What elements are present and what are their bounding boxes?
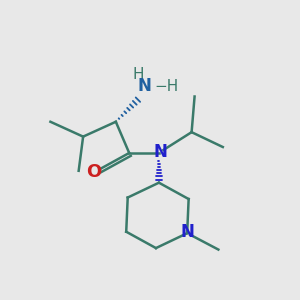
Text: N: N [154, 143, 167, 161]
Text: O: O [86, 163, 102, 181]
Text: −H: −H [154, 79, 178, 94]
Text: N: N [137, 77, 151, 95]
Text: N: N [180, 223, 194, 241]
Text: H: H [132, 67, 144, 82]
